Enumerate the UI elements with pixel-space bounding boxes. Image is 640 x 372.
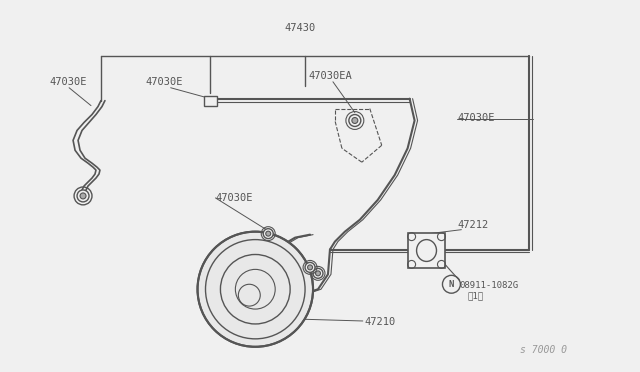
Circle shape [308,265,312,270]
Circle shape [198,232,313,347]
Circle shape [305,262,315,272]
Text: 47212: 47212 [458,220,489,230]
Text: 47030E: 47030E [49,77,86,87]
Circle shape [266,231,271,236]
Circle shape [349,115,361,126]
Text: 47030E: 47030E [146,77,183,87]
Circle shape [80,193,86,199]
Circle shape [263,229,273,238]
Text: 47030EA: 47030EA [308,71,352,81]
Text: N: N [449,280,454,289]
Text: 47030E: 47030E [458,113,495,122]
Circle shape [352,118,358,124]
Text: 47030E: 47030E [216,193,253,203]
Circle shape [316,271,321,276]
Circle shape [313,268,323,278]
Text: 47430: 47430 [284,23,316,33]
FancyBboxPatch shape [204,96,218,106]
Text: 08911-1082G: 08911-1082G [460,281,518,290]
Text: s 7000 0: s 7000 0 [520,345,567,355]
Text: 47210: 47210 [365,317,396,327]
Text: （1）: （1） [467,291,483,300]
Circle shape [77,190,89,202]
FancyBboxPatch shape [408,232,445,268]
